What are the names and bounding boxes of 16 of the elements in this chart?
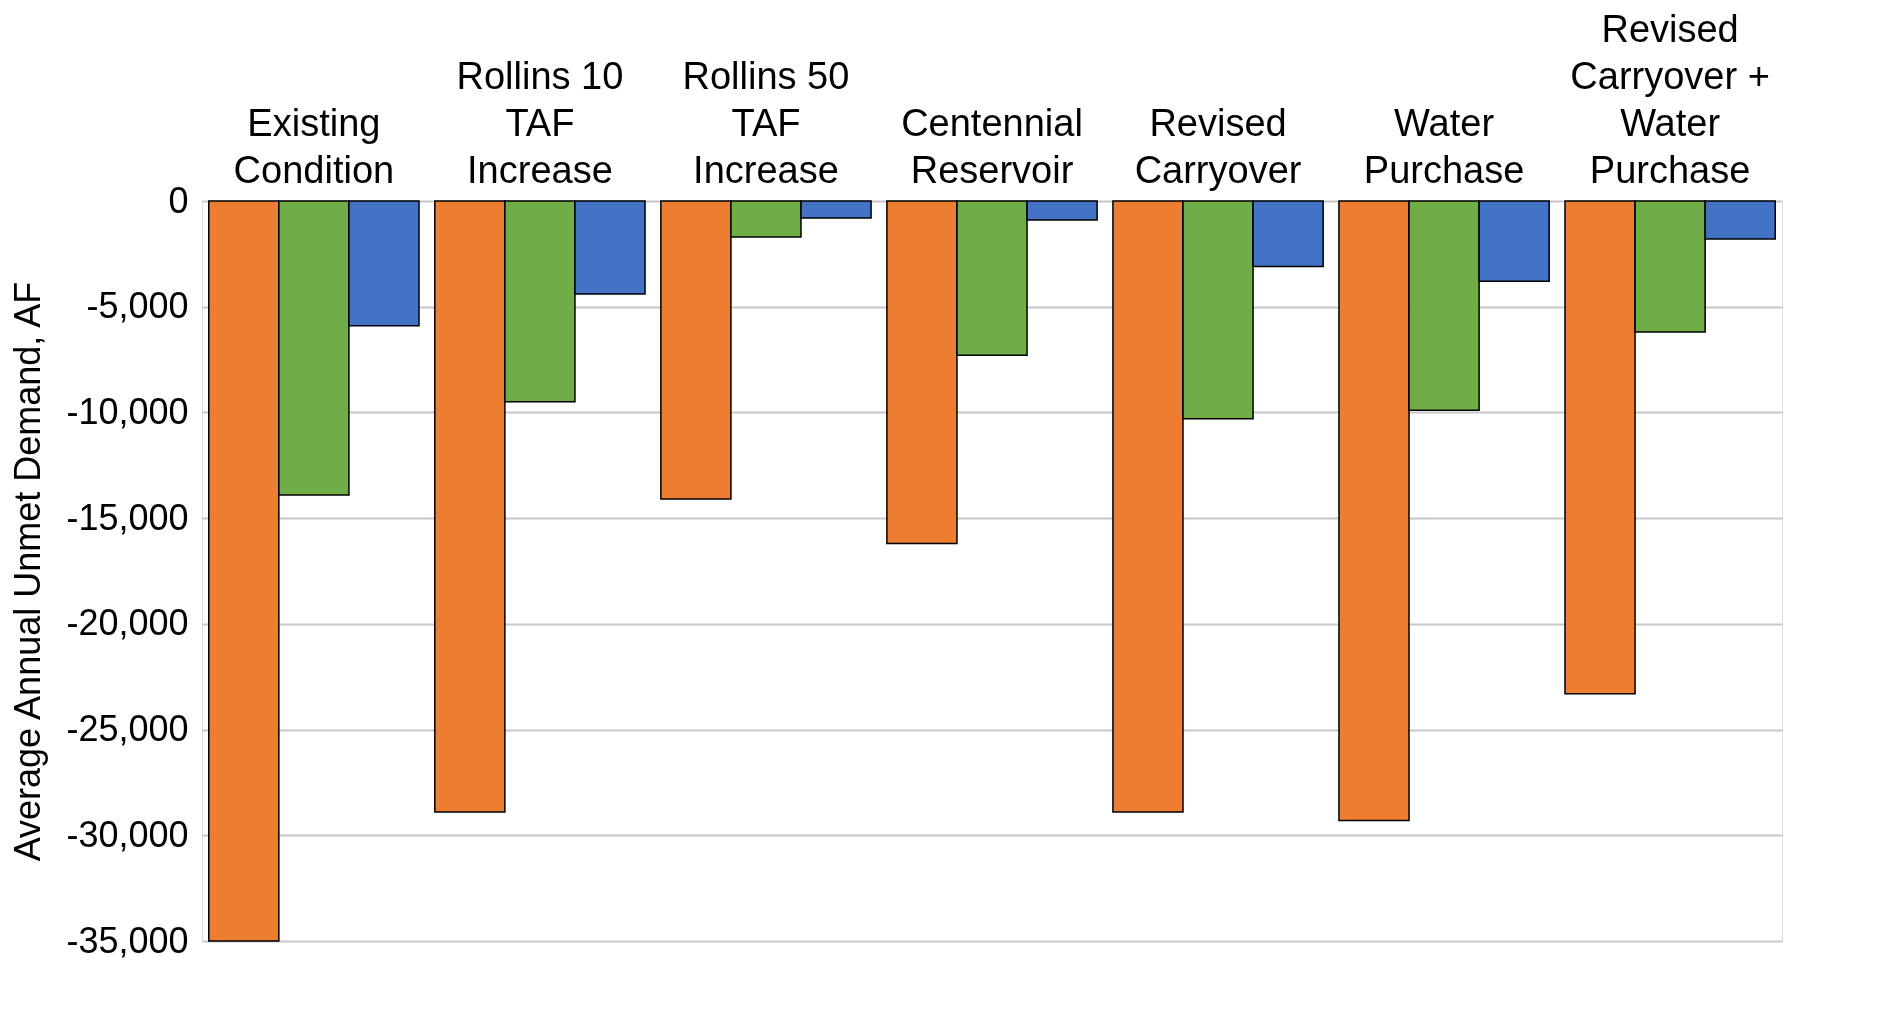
x-tick-label: Existing Condition — [233, 102, 395, 191]
y-axis-title: Average Annual Unmet Demand, AF — [7, 281, 49, 862]
y-tick-label: -15,000 — [66, 496, 189, 538]
y-tick-label: -20,000 — [66, 602, 189, 644]
y-tick-label: -25,000 — [66, 708, 189, 750]
x-tick-label: Revised Carryover + Water Purchase — [1570, 8, 1770, 191]
y-tick-label: -35,000 — [66, 919, 189, 961]
y-tick-label: -10,000 — [66, 390, 189, 432]
x-tick-label: Water Purchase — [1363, 102, 1525, 191]
y-tick-label: -30,000 — [66, 813, 189, 855]
y-tick-label: -5,000 — [86, 285, 189, 327]
x-tick-label: Revised Carryover — [1134, 102, 1302, 191]
x-tick-label: Rollins 50 TAF Increase — [682, 55, 850, 191]
x-tick-label: Centennial Reservoir — [901, 102, 1083, 191]
x-tick-label: Rollins 10 TAF Increase — [456, 55, 624, 191]
y-tick-label: 0 — [168, 179, 189, 221]
